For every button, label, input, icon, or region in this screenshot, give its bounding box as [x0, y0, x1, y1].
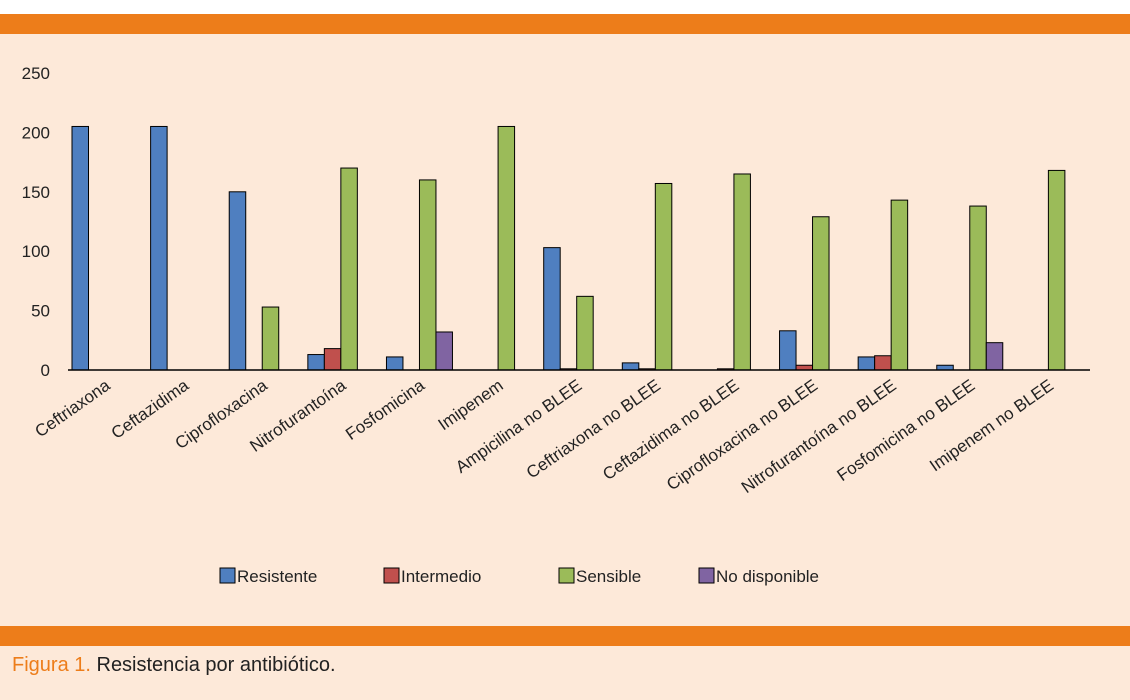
legend-swatch [219, 567, 236, 584]
caption-text: Resistencia por antibiótico. [90, 654, 336, 676]
caption-label: Figura 1. [12, 654, 91, 676]
legend-label: No disponible [716, 567, 819, 586]
bar-intermedio [323, 348, 342, 371]
bar-intermedio [874, 355, 892, 371]
y-tick-label: 200 [22, 123, 50, 142]
bar-resistente [307, 354, 325, 371]
y-tick-label: 50 [31, 302, 50, 321]
category-label: Imipenem [435, 376, 507, 434]
bar-resistente [71, 125, 89, 371]
legend-label: Intermedio [401, 567, 481, 586]
bar-sensible [261, 306, 280, 371]
y-tick-label: 0 [41, 361, 50, 380]
category-label: Ceftriaxona [31, 375, 114, 441]
legend-swatch [698, 567, 715, 584]
legend-swatch [383, 567, 400, 584]
bar-sensible [890, 199, 909, 371]
legend-label: Resistente [237, 567, 317, 586]
bar-resistente [857, 356, 876, 371]
category-label: Ampicilina no BLEE [452, 376, 585, 477]
y-tick-label: 100 [22, 242, 50, 261]
bar-sensible [340, 167, 358, 371]
bar-resistente [228, 191, 247, 371]
bar-no-disponible [985, 342, 1004, 371]
bar-sensible [1047, 169, 1066, 371]
bar-sensible [497, 125, 516, 371]
bar-sensible [576, 295, 594, 371]
bar-sensible [418, 179, 437, 371]
legend-swatch [558, 567, 575, 584]
top-frame-bar [0, 14, 1130, 34]
category-label: Ceftriaxona no BLEE [523, 376, 664, 483]
category-label: Ciprofloxacina no BLEE [663, 376, 821, 495]
figure-panel: 0 50 100 150 200 250 Ceftriaxona Ceftazidima Cip… [0, 14, 1130, 646]
y-tick-label: 250 [22, 64, 50, 83]
bar-resistente [779, 330, 797, 371]
caption-area: Figura 1. Resistencia por antibiótico. [0, 646, 1130, 700]
bar-sensible [969, 205, 987, 371]
category-label: Fosfomicina [342, 375, 428, 443]
bar-resistente [385, 356, 404, 371]
category-label: Ceftazidima no BLEE [599, 376, 742, 484]
bar-sensible [654, 182, 673, 371]
bottom-frame-bar [0, 626, 1130, 646]
bar-resistente [543, 247, 561, 371]
bar-chart: 050100150200250CeftriaxonaCeftazidimaCip… [22, 64, 1090, 586]
legend-label: Sensible [576, 567, 641, 586]
bar-sensible [812, 216, 830, 371]
bar-no-disponible [435, 331, 453, 371]
bar-sensible [733, 173, 751, 371]
category-label: Fosfomicina no BLEE [834, 376, 979, 485]
y-tick-label: 150 [22, 183, 50, 202]
bar-resistente [621, 362, 640, 371]
bar-resistente [150, 125, 168, 371]
figure-caption: Figura 1. Resistencia por antibiótico. [12, 654, 336, 677]
category-label: Nitrofurantoína no BLEE [738, 376, 900, 497]
